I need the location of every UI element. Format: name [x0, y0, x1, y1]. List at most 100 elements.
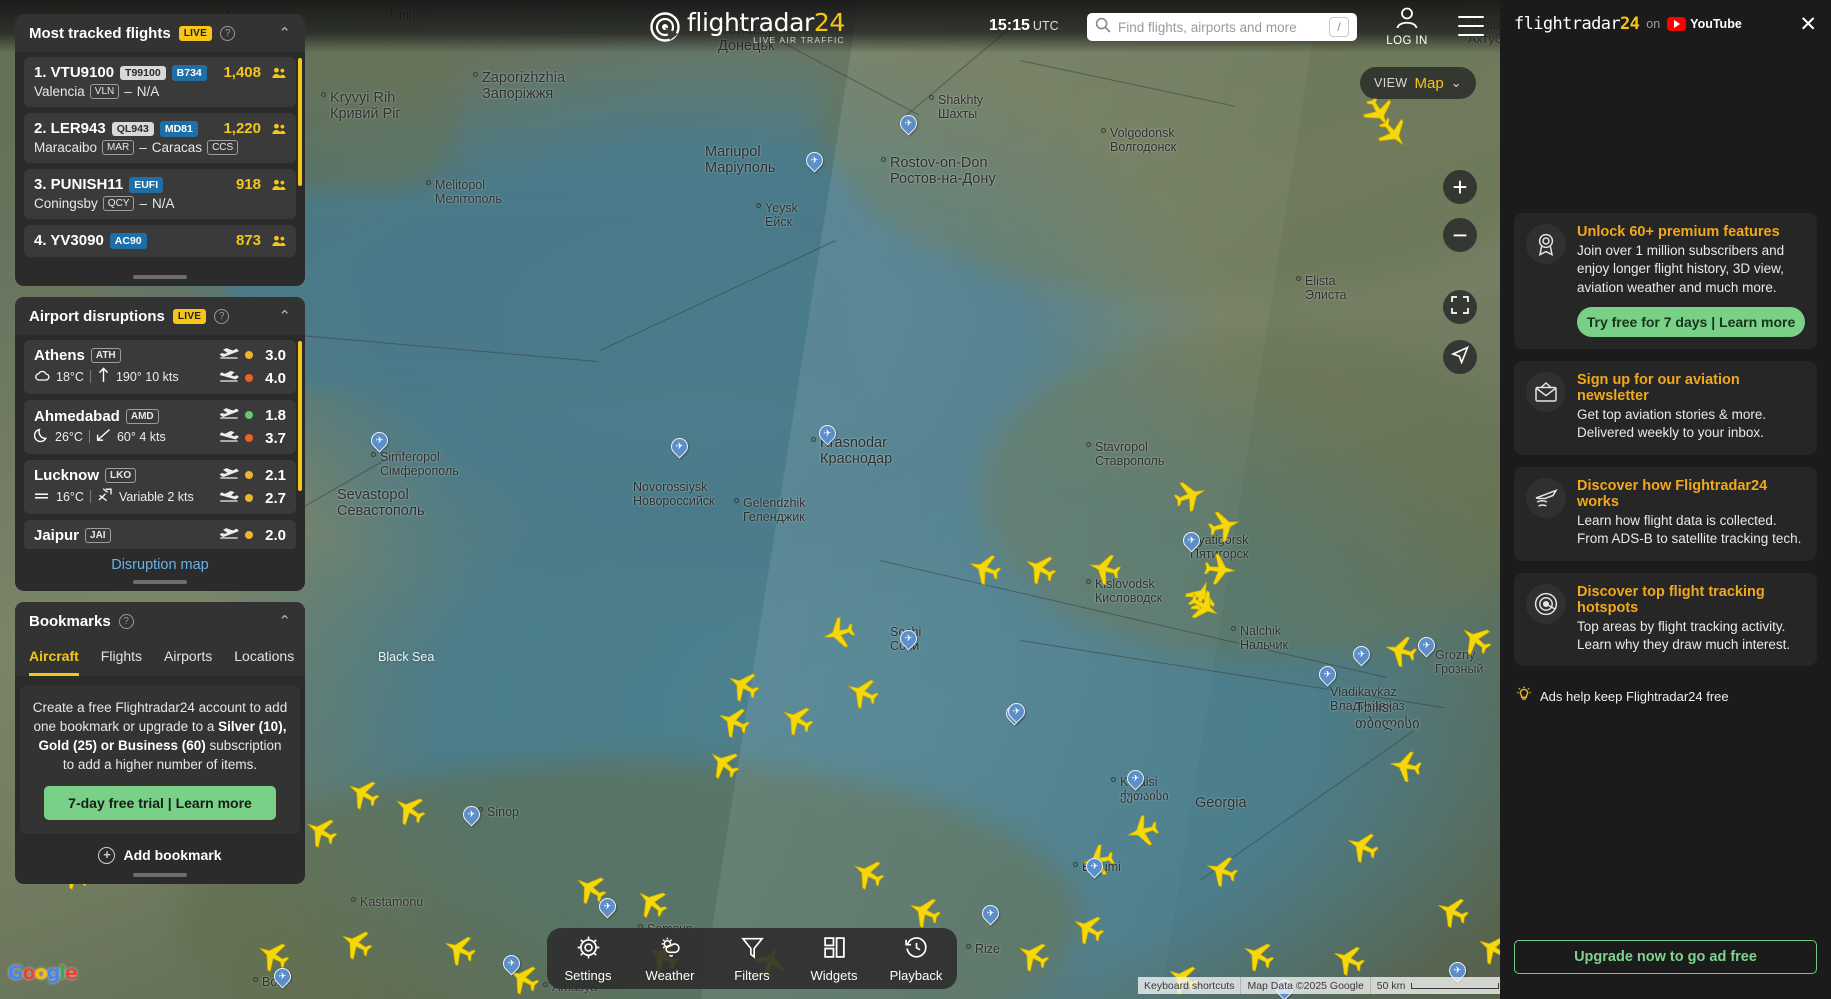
disruption-airport-name: Athens — [34, 347, 85, 364]
divider — [89, 370, 91, 383]
airport-pin[interactable]: ✈ — [499, 951, 524, 977]
airport-pin[interactable]: ✈ — [1349, 642, 1374, 668]
fr24-logo[interactable]: flightradar24 LIVE AIR TRAFFIC — [650, 8, 845, 45]
add-bookmark-button[interactable]: + Add bookmark — [15, 834, 305, 868]
fullscreen-icon — [1451, 295, 1469, 319]
most-tracked-resize-handle[interactable] — [133, 275, 187, 279]
arrival-status-dot — [245, 471, 253, 479]
promo-card[interactable]: Discover how Flightradar24 works Learn ho… — [1514, 466, 1817, 561]
most-tracked-scrollbar[interactable] — [298, 58, 302, 186]
airport-pin[interactable]: ✈ — [459, 802, 484, 828]
panel-most-tracked-flights: Most tracked flights LIVE ? ⌃ 1. VTU9100… — [15, 14, 305, 286]
toolbar-widgets[interactable]: Widgets — [798, 935, 870, 983]
bookmarks-tab-aircraft[interactable]: Aircraft — [29, 640, 79, 676]
funnel-icon — [740, 935, 765, 965]
disruption-airport-code: ATH — [90, 348, 121, 363]
airport-disruptions-resize-handle[interactable] — [133, 580, 187, 584]
bookmarks-trial-button[interactable]: 7-day free trial | Learn more — [44, 785, 276, 820]
flight-origin: Coningsby — [34, 196, 98, 211]
panel-airport-disruptions: Airport disruptions LIVE ? ⌃ Athens ATH 18… — [15, 297, 305, 591]
airport-pin[interactable]: ✈ — [978, 901, 1003, 927]
promo-card[interactable]: Discover top flight tracking hotspots Top… — [1514, 572, 1817, 667]
airport-pin[interactable]: ✈ — [1123, 766, 1148, 792]
airport-pin[interactable]: ✈ — [896, 626, 921, 652]
help-icon[interactable]: ? — [220, 25, 236, 41]
bookmarks-tab-locations[interactable]: Locations — [234, 648, 295, 664]
airport-pin[interactable]: ✈ — [595, 894, 620, 920]
user-avatar-icon — [1395, 7, 1419, 34]
disruption-map-link[interactable]: Disruption map — [111, 557, 209, 573]
bookmarks-title: Bookmarks — [29, 612, 111, 630]
airport-pin[interactable]: ✈ — [667, 434, 692, 460]
map-label: Zaporizhzhia Запоріжжя — [482, 70, 566, 103]
promo-cta-button[interactable]: Try free for 7 days | Learn more — [1577, 307, 1805, 338]
viewers-icon — [272, 179, 286, 191]
airport-pin[interactable]: ✈ — [1445, 958, 1470, 984]
flight-origin-code: VLN — [89, 84, 120, 99]
collapse-most-tracked-icon[interactable]: ⌃ — [278, 24, 291, 42]
airport-pin[interactable]: ✈ — [367, 428, 392, 454]
bookmarks-tab-airports[interactable]: Airports — [164, 648, 213, 664]
airport-disruptions-list: Athens ATH 18°C 190° 10 kts 3.0 4.0 Ahmedabad A… — [24, 340, 296, 549]
zoom-in-button[interactable]: + — [1443, 170, 1477, 204]
airport-pin[interactable]: ✈ — [270, 964, 295, 990]
map-view-selector[interactable]: VIEW Map ⌄ — [1360, 67, 1476, 99]
flight-tracker-count: 873 — [235, 232, 261, 249]
airport-disruption-row[interactable]: Jaipur JAI 2.0 — [24, 520, 296, 549]
toolbar-playback[interactable]: Playback — [880, 935, 952, 983]
help-icon[interactable]: ? — [118, 613, 134, 629]
promo-body: Join over 1 million subscribers and enjo… — [1577, 243, 1785, 295]
bookmarks-tabs: Aircraft Flights Airports Locations — [15, 640, 305, 676]
variable-wind-icon — [97, 487, 113, 506]
flight-origin: Maracaibo — [34, 140, 98, 155]
airport-pin[interactable]: ✈ — [1004, 699, 1029, 725]
airport-pin[interactable]: ✈ — [802, 148, 827, 174]
collapse-bookmarks-icon[interactable]: ⌃ — [278, 612, 291, 630]
zoom-out-button[interactable]: − — [1443, 218, 1477, 252]
tracked-flight-row[interactable]: 1. VTU9100 T99100 B734 1,408 Valencia VLN – N/A — [24, 57, 296, 107]
left-sidebar: Most tracked flights LIVE ? ⌃ 1. VTU9100… — [15, 14, 305, 884]
airport-pin[interactable]: ✈ — [1315, 662, 1340, 688]
map-city-dot — [756, 203, 761, 208]
airport-disruptions-scrollbar[interactable] — [298, 341, 302, 491]
airport-pin[interactable]: ✈ — [1179, 528, 1204, 554]
tracked-flight-row[interactable]: 2. LER943 QL943 MD81 1,220 Maracaibo MAR – Cara… — [24, 113, 296, 163]
locate-me-button[interactable] — [1443, 340, 1477, 374]
divider — [88, 430, 90, 443]
arrival-icon — [219, 526, 239, 544]
airport-disruption-row[interactable]: Athens ATH 18°C 190° 10 kts 3.0 4.0 — [24, 340, 296, 394]
collapse-airport-disruptions-icon[interactable]: ⌃ — [278, 307, 291, 325]
flight-rank: 2. LER943 — [34, 120, 106, 137]
help-icon[interactable]: ? — [214, 308, 230, 324]
ad-brand[interactable]: flightradar24 on YouTube — [1514, 14, 1742, 34]
bookmarks-resize-handle[interactable] — [133, 872, 187, 877]
airport-pin[interactable]: ✈ — [896, 111, 921, 137]
airport-pin[interactable]: ✈ — [1414, 633, 1439, 659]
tracked-flight-row[interactable]: 4. YV3090 AC90 873 — [24, 225, 296, 257]
youtube-badge[interactable]: YouTube — [1667, 17, 1742, 31]
toolbar-settings[interactable]: Settings — [552, 935, 624, 983]
search-input[interactable] — [1118, 19, 1322, 35]
fullscreen-button[interactable] — [1443, 290, 1477, 324]
keyboard-shortcuts-link[interactable]: Keyboard shortcuts — [1138, 977, 1241, 994]
tracked-flight-row[interactable]: 3. PUNISH11 EUFI 918 Coningsby QCY – N/A — [24, 169, 296, 219]
airport-disruption-row[interactable]: Ahmedabad AMD 26°C 60° 4 kts 1.8 3.7 — [24, 400, 296, 454]
promo-list: Unlock 60+ premium features Join over 1 m… — [1500, 213, 1831, 667]
promo-card[interactable]: Sign up for our aviation newsletter Get t… — [1514, 361, 1817, 455]
login-button[interactable]: LOG IN — [1376, 7, 1438, 47]
arrow-down-left-icon — [96, 428, 111, 445]
airport-pin[interactable]: ✈ — [1082, 854, 1107, 880]
close-icon[interactable]: ✕ — [1799, 12, 1817, 36]
airport-disruption-row[interactable]: Lucknow LKO 16°C Variable 2 kts 2.1 2.7 — [24, 460, 296, 514]
menu-hamburger-icon[interactable] — [1458, 16, 1484, 36]
search-shortcut-key: / — [1329, 17, 1349, 37]
search-box[interactable]: / — [1087, 13, 1357, 41]
bookmarks-tab-flights[interactable]: Flights — [100, 648, 143, 664]
airport-pin[interactable]: ✈ — [815, 421, 840, 447]
promo-card[interactable]: Unlock 60+ premium features Join over 1 m… — [1514, 213, 1817, 350]
toolbar-weather[interactable]: Weather — [634, 935, 706, 983]
toolbar-filters[interactable]: Filters — [716, 935, 788, 983]
map-city-dot — [1101, 128, 1106, 133]
upgrade-ad-free-button[interactable]: Upgrade now to go ad free — [1514, 940, 1817, 974]
